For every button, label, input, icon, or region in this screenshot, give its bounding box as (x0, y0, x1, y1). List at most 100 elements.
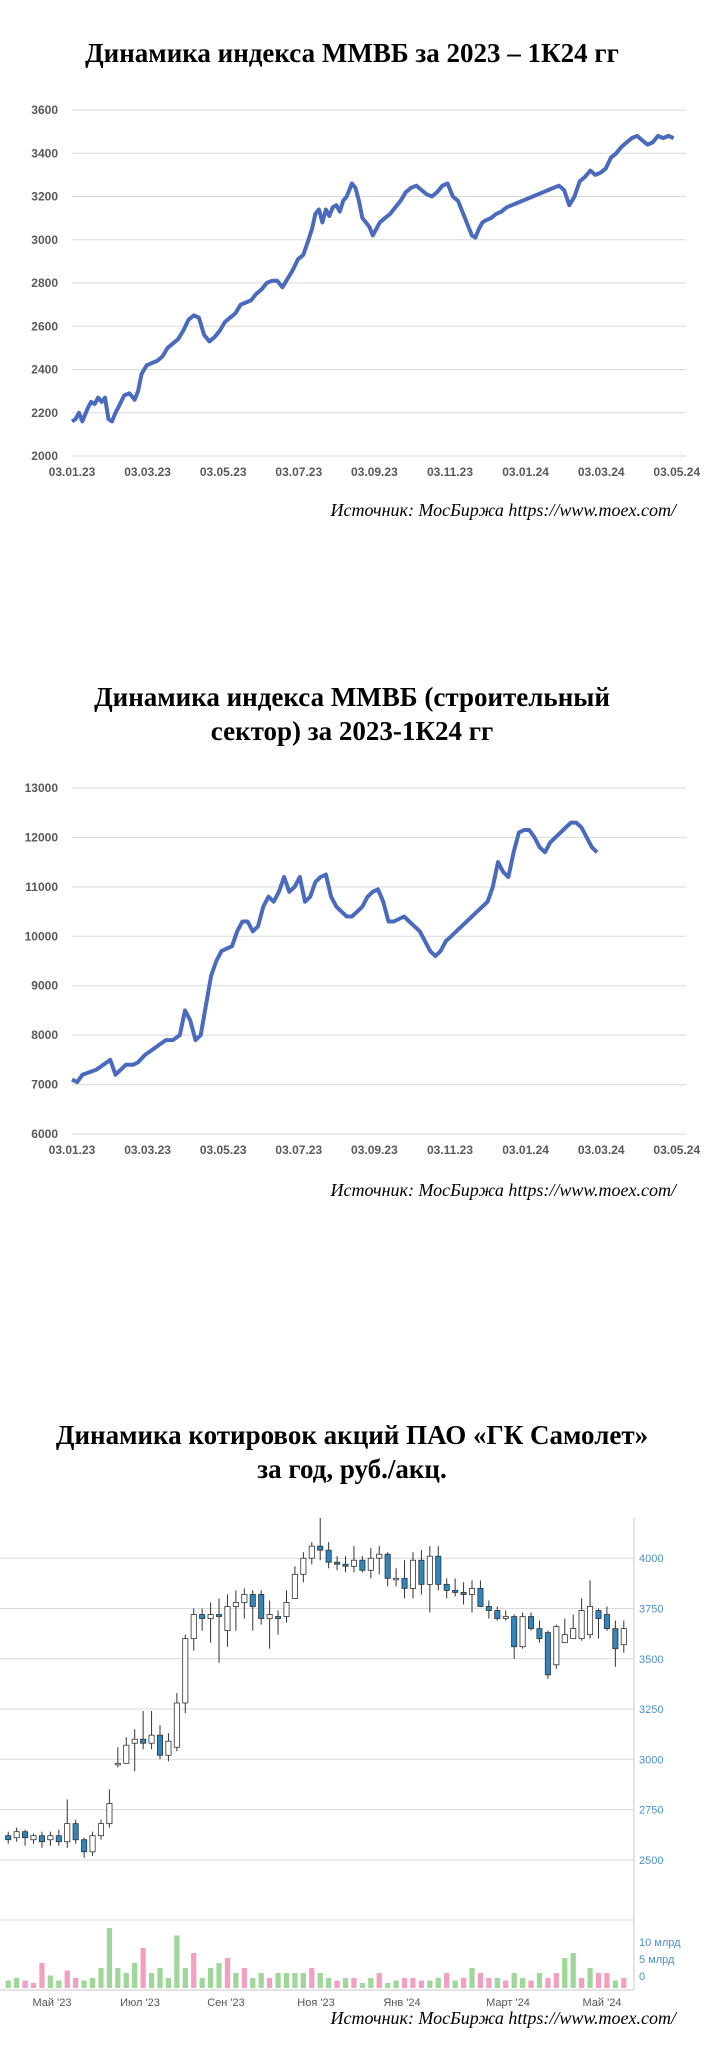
candle-up (578, 1610, 585, 1640)
y-tick-label: 10000 (25, 929, 59, 943)
volume-bar (39, 1963, 45, 1988)
candle-up (409, 1559, 416, 1589)
candle-up (308, 1545, 315, 1559)
y-tick-label: 3000 (639, 1754, 663, 1766)
candle-up (570, 1628, 577, 1640)
candle-down (384, 1553, 391, 1579)
candle-down (536, 1628, 543, 1640)
volume-bar (376, 1973, 382, 1988)
candle-up (64, 1823, 71, 1843)
candle-down (199, 1614, 206, 1619)
candle-down (494, 1610, 501, 1619)
candle-up (190, 1614, 197, 1640)
candle-down (334, 1561, 341, 1565)
volume-bar (469, 1968, 475, 1988)
x-tick-label: 03.09.23 (351, 465, 398, 479)
candle-down (216, 1614, 223, 1617)
x-tick-label: Май '23 (33, 1997, 72, 2009)
candle-down (359, 1559, 366, 1571)
candle-up (393, 1577, 400, 1581)
candle-down (249, 1594, 256, 1607)
candle-down (418, 1559, 425, 1585)
candle-up (148, 1734, 155, 1744)
volume-bar (47, 1975, 53, 1988)
candle-down (38, 1835, 45, 1843)
x-tick-label: 03.07.23 (275, 465, 322, 479)
volume-bar (452, 1980, 458, 1988)
y-tick-label: 11000 (25, 880, 58, 894)
candle-down (612, 1628, 619, 1650)
y-tick-label: 3400 (31, 146, 58, 160)
candle-up (291, 1573, 298, 1599)
y-tick-label: 3200 (31, 190, 58, 204)
volume-bar (317, 1973, 323, 1988)
volume-bar (587, 1968, 593, 1988)
chart1-source: Источник: МосБиржа https://www.moex.com/ (330, 500, 676, 520)
volume-bar (148, 1973, 155, 1988)
volume-bar (334, 1980, 340, 1988)
volume-bar (309, 1968, 315, 1988)
volume-bar (545, 1978, 551, 1988)
candle-down (55, 1835, 62, 1843)
x-tick-label: Май '24 (583, 1997, 622, 2009)
candle-up (587, 1606, 594, 1636)
candle-down (342, 1563, 349, 1567)
x-tick-label: 03.05.23 (200, 1143, 247, 1157)
x-tick-label: 03.05.24 (653, 465, 700, 479)
y-tick-label: 2400 (31, 363, 58, 377)
volume-bar (444, 1973, 450, 1988)
candle-up (468, 1587, 476, 1595)
volume-bar (98, 1968, 104, 1988)
candle-up (13, 1831, 20, 1839)
candle-up (426, 1555, 433, 1585)
candle-down (435, 1555, 442, 1585)
candle-up (561, 1634, 568, 1644)
x-tick-label: 03.03.24 (578, 465, 625, 479)
x-tick-label: 03.05.24 (653, 1143, 700, 1157)
y-tick-label: 2750 (639, 1805, 663, 1817)
candle-up (553, 1626, 560, 1666)
volume-bar (292, 1973, 298, 1988)
candle-down (275, 1616, 282, 1619)
candle-up (376, 1553, 383, 1559)
candle-up (47, 1835, 54, 1841)
candle-down (477, 1587, 484, 1607)
volume-bar (612, 1980, 618, 1988)
volume-bar (250, 1978, 256, 1988)
y-tick-label: 2000 (31, 449, 58, 463)
candle-up (266, 1614, 273, 1619)
volume-bar (165, 1978, 172, 1988)
volume-bar (258, 1973, 264, 1988)
volume-bar (528, 1980, 534, 1988)
volume-bar (427, 1980, 433, 1988)
chart3-title: Динамика котировок акций ПАО «ГК Самолет… (55, 1420, 649, 1484)
x-tick-label: 03.01.24 (502, 465, 549, 479)
y-tick-label: 3750 (639, 1603, 663, 1615)
candle-up (182, 1638, 189, 1704)
y-tick-label: 2600 (31, 319, 58, 333)
volume-bar (283, 1973, 290, 1988)
volume-tick-label: 10 млрд (639, 1937, 681, 1949)
candle-up (241, 1594, 248, 1603)
volume-bar (494, 1978, 500, 1988)
volume-bar (621, 1978, 627, 1988)
volume-bar (410, 1978, 416, 1988)
x-tick-label: Сен '23 (207, 1997, 245, 2009)
x-tick-label: 03.01.23 (49, 1143, 96, 1157)
candle-up (165, 1740, 172, 1756)
series-line-1-0 (70, 133, 675, 424)
candle-down (140, 1738, 147, 1744)
candle-up (224, 1606, 231, 1632)
volume-bar (182, 1968, 188, 1988)
volume-bar (56, 1980, 62, 1988)
x-tick-label: Янв '24 (383, 1997, 420, 2009)
volume-bar (22, 1980, 28, 1988)
volume-bar (326, 1978, 332, 1988)
volume-bar (216, 1963, 222, 1988)
volume-bar (207, 1968, 214, 1988)
x-tick-label: 03.01.24 (502, 1143, 549, 1157)
y-tick-label: 2800 (31, 276, 58, 290)
volume-bar (595, 1973, 602, 1988)
candle-up (283, 1602, 290, 1617)
volume-bar (199, 1978, 205, 1988)
